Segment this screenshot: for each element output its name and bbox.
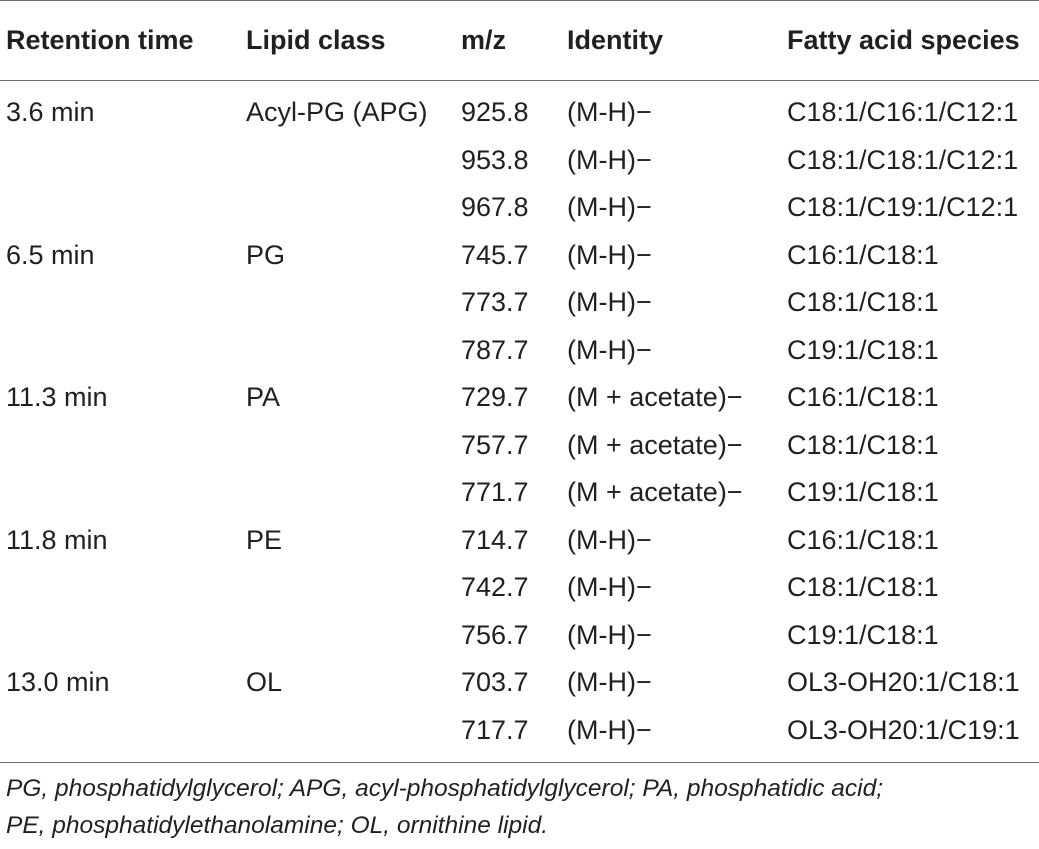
retention-time-cell [0, 327, 240, 375]
lipid-class-cell: OL [246, 667, 283, 698]
table-row: 3.6 min Acyl-PG (APG) 925.8 (M-H)− C18:1/C16… [0, 81, 1039, 137]
table-row: 13.0 min OL 703.7 (M-H)− OL3-OH20:1/C18:1 [0, 659, 1039, 707]
fatty-acid-species-cell: C18:1/C19:1/C12:1 [787, 192, 1019, 223]
header-lipid-class: Lipid class [240, 0, 455, 81]
identity-cell: (M-H)− [567, 572, 652, 603]
header-row: Retention time Lipid class m/z Identity … [0, 0, 1039, 81]
table-header: Retention time Lipid class m/z Identity … [0, 0, 1039, 81]
lipid-class-cell [240, 706, 455, 763]
mz-cell: 756.7 [461, 619, 529, 650]
fatty-acid-species-cell: C19:1/C18:1 [787, 619, 939, 650]
header-fatty-acid-species: Fatty acid species [781, 0, 1039, 81]
lipid-class-cell [240, 184, 455, 232]
footnote-line-1: PG, phosphatidylglycerol; APG, acyl-phos… [6, 775, 884, 802]
identity-cell: (M-H)− [567, 334, 652, 365]
retention-time-cell [0, 564, 240, 612]
lipid-class-cell [240, 279, 455, 327]
retention-time-cell: 13.0 min [6, 667, 110, 698]
retention-time-cell: 11.8 min [6, 524, 108, 555]
mz-cell: 729.7 [461, 382, 529, 413]
mz-cell: 717.7 [455, 706, 561, 763]
header-retention-time: Retention time [0, 0, 240, 81]
table-row: 11.8 min PE 714.7 (M-H)− C16:1/C18:1 [0, 517, 1039, 565]
mz-cell: 787.7 [461, 334, 529, 365]
identity-cell: (M-H)− [567, 239, 652, 270]
table-row: 757.7 (M + acetate)− C18:1/C18:1 [0, 422, 1039, 470]
identity-cell: (M-H)− [567, 144, 652, 175]
retention-time-cell [0, 706, 240, 763]
table-row: 756.7 (M-H)− C19:1/C18:1 [0, 612, 1039, 660]
fatty-acid-species-cell: C18:1/C16:1/C12:1 [787, 97, 1019, 128]
mz-cell: 773.7 [461, 287, 529, 318]
table-row: 11.3 min PA 729.7 (M + acetate)− C16:1/C18:1 [0, 374, 1039, 422]
header-identity: Identity [561, 0, 781, 81]
mz-cell: 953.8 [461, 144, 529, 175]
retention-time-cell [0, 137, 240, 185]
table-row: 953.8 (M-H)− C18:1/C18:1/C12:1 [0, 137, 1039, 185]
identity-cell: (M-H)− [567, 524, 652, 555]
identity-cell: (M-H)− [561, 706, 781, 763]
lipid-class-cell: Acyl-PG (APG) [246, 97, 428, 128]
table-row: 787.7 (M-H)− C19:1/C18:1 [0, 327, 1039, 375]
lipid-class-cell: PG [246, 239, 286, 270]
mz-cell: 703.7 [461, 667, 529, 698]
table-body: 3.6 min Acyl-PG (APG) 925.8 (M-H)− C18:1/C16… [0, 81, 1039, 763]
fatty-acid-species-cell: C16:1/C18:1 [787, 382, 939, 413]
fatty-acid-species-cell: C18:1/C18:1/C12:1 [787, 144, 1019, 175]
identity-cell: (M-H)− [567, 192, 652, 223]
footnote-line-2: PE, phosphatidylethanolamine; OL, ornith… [6, 812, 549, 839]
identity-cell: (M + acetate)− [567, 429, 743, 460]
mz-cell: 771.7 [461, 477, 529, 508]
lipid-class-cell [240, 422, 455, 470]
retention-time-cell: 3.6 min [6, 97, 95, 128]
lipid-class-cell [240, 327, 455, 375]
header-mz: m/z [455, 0, 561, 81]
table-row: 967.8 (M-H)− C18:1/C19:1/C12:1 [0, 184, 1039, 232]
identity-cell: (M + acetate)− [567, 382, 743, 413]
retention-time-cell [0, 279, 240, 327]
fatty-acid-species-cell: C18:1/C18:1 [787, 572, 939, 603]
retention-time-cell: 6.5 min [6, 239, 95, 270]
fatty-acid-species-cell: OL3-OH20:1/C18:1 [787, 667, 1020, 698]
table-row: 717.7 (M-H)− OL3-OH20:1/C19:1 [0, 706, 1039, 763]
mz-cell: 745.7 [461, 239, 529, 270]
table-row: 6.5 min PG 745.7 (M-H)− C16:1/C18:1 [0, 232, 1039, 280]
lipid-table: Retention time Lipid class m/z Identity … [0, 0, 1039, 763]
table-row: 742.7 (M-H)− C18:1/C18:1 [0, 564, 1039, 612]
retention-time-cell [0, 184, 240, 232]
table-row: 771.7 (M + acetate)− C19:1/C18:1 [0, 469, 1039, 517]
identity-cell: (M-H)− [567, 97, 652, 128]
retention-time-cell [0, 612, 240, 660]
lipid-class-cell [240, 137, 455, 185]
mz-cell: 757.7 [461, 429, 529, 460]
identity-cell: (M-H)− [567, 287, 652, 318]
identity-cell: (M + acetate)− [567, 477, 743, 508]
fatty-acid-species-cell: C16:1/C18:1 [787, 524, 939, 555]
retention-time-cell: 11.3 min [6, 382, 108, 413]
lipid-class-cell [240, 612, 455, 660]
lipid-table-container: Retention time Lipid class m/z Identity … [0, 0, 1039, 763]
identity-cell: (M-H)− [567, 667, 652, 698]
identity-cell: (M-H)− [567, 619, 652, 650]
retention-time-cell [0, 469, 240, 517]
mz-cell: 925.8 [461, 97, 529, 128]
mz-cell: 742.7 [461, 572, 529, 603]
table-row: 773.7 (M-H)− C18:1/C18:1 [0, 279, 1039, 327]
lipid-class-cell: PE [246, 524, 283, 555]
fatty-acid-species-cell: C19:1/C18:1 [787, 477, 939, 508]
fatty-acid-species-cell: C18:1/C18:1 [787, 429, 939, 460]
fatty-acid-species-cell: OL3-OH20:1/C19:1 [781, 706, 1039, 763]
table-footnote: PG, phosphatidylglycerol; APG, acyl-phos… [6, 770, 1033, 844]
lipid-class-cell: PA [246, 382, 281, 413]
mz-cell: 714.7 [461, 524, 529, 555]
retention-time-cell [0, 422, 240, 470]
mz-cell: 967.8 [461, 192, 529, 223]
fatty-acid-species-cell: C16:1/C18:1 [787, 239, 939, 270]
fatty-acid-species-cell: C18:1/C18:1 [787, 287, 939, 318]
fatty-acid-species-cell: C19:1/C18:1 [787, 334, 939, 365]
lipid-class-cell [240, 469, 455, 517]
lipid-class-cell [240, 564, 455, 612]
